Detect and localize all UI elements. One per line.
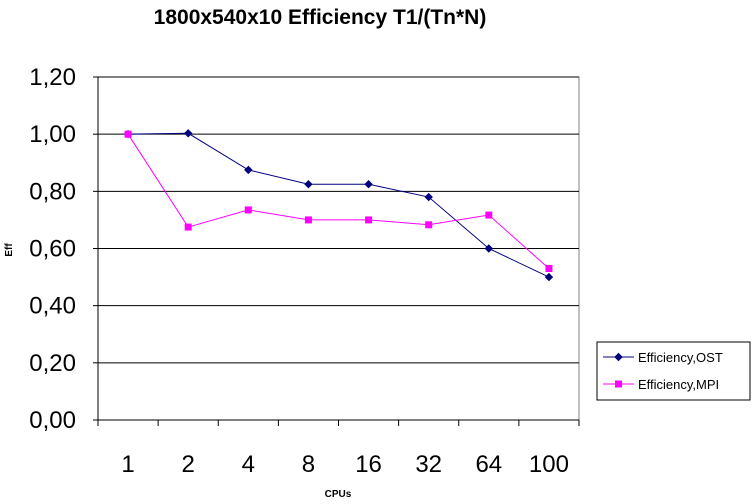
legend-label: Efficiency,MPI bbox=[638, 377, 719, 392]
y-axis-label: Eff bbox=[4, 243, 15, 257]
data-point bbox=[545, 265, 553, 273]
data-point bbox=[484, 244, 494, 253]
x-axis-label: CPUs bbox=[325, 489, 352, 500]
x-tick-label: 16 bbox=[355, 451, 382, 478]
data-point bbox=[425, 221, 433, 229]
legend-marker bbox=[614, 352, 623, 362]
y-tick-label: 0,40 bbox=[29, 293, 76, 320]
data-point bbox=[244, 165, 253, 175]
y-tick-label: 0,00 bbox=[29, 407, 76, 434]
series-line bbox=[128, 132, 550, 278]
legend-item: Efficiency,MPI bbox=[603, 377, 719, 392]
legend-marker bbox=[615, 380, 622, 388]
series-mpi bbox=[124, 130, 553, 273]
legend-box bbox=[596, 341, 751, 401]
data-point bbox=[304, 179, 313, 189]
x-tick-label: 4 bbox=[242, 451, 255, 478]
legend: Efficiency,OST Efficiency,MPI bbox=[596, 341, 751, 401]
data-point bbox=[365, 216, 373, 224]
y-axis-ticks: 0,00 0,20 0,40 0,60 0,80 1,00 1,20 bbox=[29, 64, 98, 434]
y-tick-label: 0,60 bbox=[29, 236, 76, 263]
data-point bbox=[424, 192, 433, 202]
data-point bbox=[364, 179, 373, 189]
y-tick-label: 1,00 bbox=[29, 121, 76, 148]
legend-label: Efficiency,OST bbox=[638, 350, 723, 365]
x-tick-label: 1 bbox=[121, 451, 134, 478]
data-point bbox=[183, 129, 193, 138]
x-tick-label: 100 bbox=[529, 451, 569, 478]
legend-item: Efficiency,OST bbox=[603, 350, 723, 365]
x-tick-label: 2 bbox=[182, 451, 195, 478]
data-point bbox=[124, 130, 132, 138]
data-point bbox=[544, 272, 554, 282]
series-line bbox=[127, 133, 550, 269]
y-tick-label: 1,20 bbox=[29, 64, 76, 91]
x-tick-label: 32 bbox=[415, 451, 442, 478]
y-tick-label: 0,20 bbox=[29, 350, 76, 377]
x-axis-ticks: 1 2 4 8 16 32 64 100 bbox=[97, 420, 580, 478]
chart-title: 1800x540x10 Efficiency T1/(Tn*N) bbox=[154, 6, 487, 29]
series-layer bbox=[123, 129, 554, 282]
x-tick-label: 8 bbox=[302, 451, 315, 478]
data-point bbox=[244, 206, 252, 214]
data-point bbox=[184, 223, 192, 231]
y-tick-label: 0,80 bbox=[29, 178, 76, 205]
data-point bbox=[485, 211, 493, 219]
data-point bbox=[304, 216, 312, 224]
x-tick-label: 64 bbox=[475, 451, 502, 478]
gridlines bbox=[98, 76, 579, 364]
